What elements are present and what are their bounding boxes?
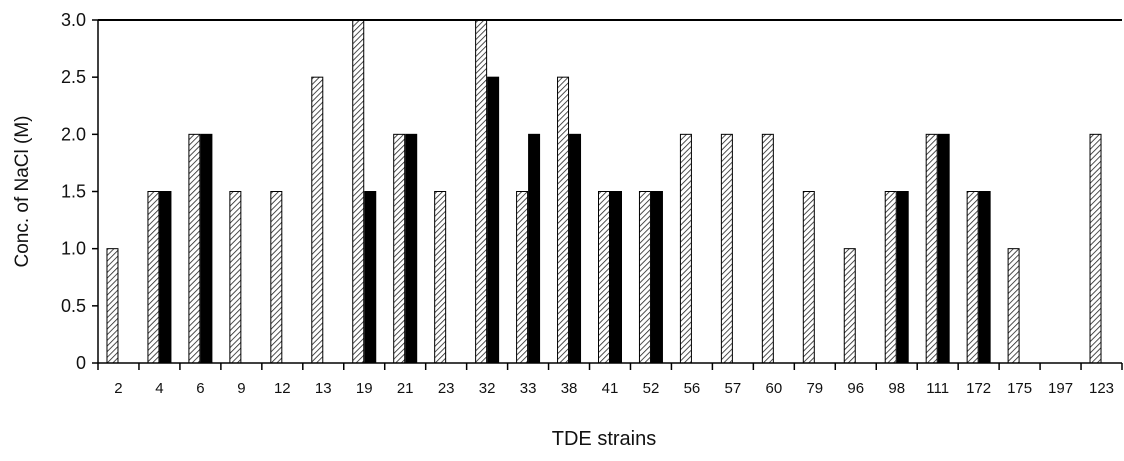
hatched-bar-41 [598,191,610,364]
x-tick-label: 33 [520,380,537,397]
y-tick-label: 1.5 [61,182,86,202]
solid-bar-19 [364,191,377,364]
hatched-bar-21 [393,133,406,364]
hatched-bar-172 [966,191,979,364]
x-axis: 2 4 6 9 12 13 19 21 23 32 33 38 41 52 56 57 60 79 96 98 111 1… [97,362,1123,397]
solid-bar-98 [896,191,909,364]
hatched-bar-79 [802,191,815,364]
solid-bar-33 [528,133,541,364]
hatched-bar-12 [270,191,283,364]
x-tick-label: 172 [966,380,991,397]
hatched-bar-96 [843,248,856,364]
solid-bar-172 [978,191,991,364]
x-tick-label: 2 [114,380,122,397]
x-tick-label: 19 [356,380,373,397]
solid-bar-4 [159,191,172,364]
hatched-bar-9 [229,191,242,364]
hatched-bar-123 [1089,133,1102,364]
x-tick-label: 4 [155,380,163,397]
x-tick-label: 175 [1007,380,1032,397]
y-tick-label: 3.0 [61,10,86,30]
x-tick-label: 32 [479,380,496,397]
hatched-bar-19 [352,19,365,364]
y-tick-label: 2.0 [61,124,86,144]
x-tick-label: 96 [847,380,864,397]
x-tick-label: 111 [926,380,949,397]
solid-bar-38 [569,133,582,364]
hatched-bar-23 [434,191,447,364]
solid-bar-6 [200,133,213,364]
x-tick-label: 21 [397,380,414,397]
x-tick-label: 23 [438,380,455,397]
hatched-bar-98 [884,191,897,364]
hatched-bar-60 [761,133,774,364]
x-tick-label: 13 [315,380,332,397]
hatched-bar-56 [679,133,692,364]
x-tick-label: 56 [684,380,701,397]
hatched-bar-33 [516,191,529,364]
x-tick-label: 197 [1048,380,1073,397]
plot-area [106,19,1102,364]
y-tick-label: 1.0 [61,239,86,259]
x-tick-label: 123 [1089,380,1114,397]
hatched-bar-38 [557,76,570,364]
x-tick-label: 9 [237,380,245,397]
x-tick-label: 41 [602,380,619,397]
solid-bar-41 [610,191,622,364]
hatched-bar-175 [1007,248,1020,364]
hatched-bar-4 [147,191,160,364]
y-tick-label: 0 [76,353,86,373]
x-tick-label: 12 [274,380,291,397]
solid-bar-21 [405,133,418,364]
x-tick-label: 79 [806,380,823,397]
solid-bar-111 [937,133,950,364]
y-tick-label: 2.5 [61,67,86,87]
hatched-bar-111 [925,133,938,364]
hatched-bar-13 [311,76,324,364]
x-tick-label: 60 [765,380,782,397]
x-tick-label: 57 [725,380,742,397]
hatched-bar-2 [106,248,119,364]
hatched-bar-6 [188,133,201,364]
y-axis-title: Conc. of NaCl (M) [12,115,33,267]
x-tick-label: 52 [643,380,660,397]
solid-bar-52 [650,191,663,364]
x-axis-title: TDE strains [552,428,656,450]
hatched-bar-52 [638,191,651,364]
hatched-bar-32 [475,19,488,364]
y-axis: 0 0.5 1.0 1.5 2.0 2.5 3.0 [61,10,1122,373]
hatched-bar-57 [720,133,733,364]
x-tick-label: 98 [888,380,905,397]
y-tick-label: 0.5 [61,296,86,316]
x-tick-label: 38 [561,380,578,397]
solid-bar-32 [487,76,500,364]
x-tick-label: 6 [196,380,204,397]
